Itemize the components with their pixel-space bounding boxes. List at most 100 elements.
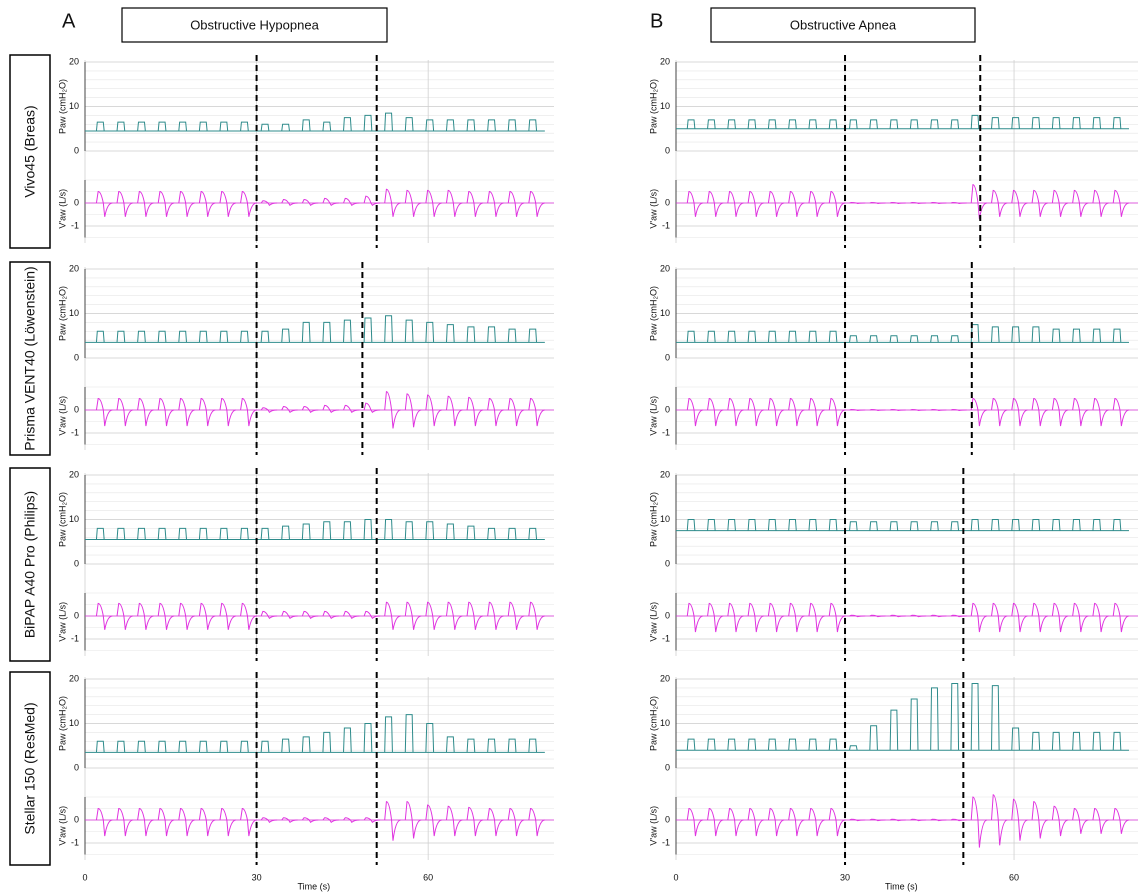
paw-breath	[260, 527, 270, 540]
paw-breath	[1072, 519, 1081, 531]
flow-breath	[849, 614, 866, 618]
paw-breath	[849, 335, 858, 343]
flow-breath	[363, 195, 381, 207]
flow-breath	[507, 807, 525, 837]
paw-breath	[1011, 727, 1020, 751]
paw-tick-label: 0	[74, 558, 79, 568]
paw-breath	[260, 330, 270, 343]
flow-tick-label: 0	[74, 610, 79, 620]
flow-breath	[727, 602, 744, 633]
paw-breath	[808, 519, 818, 531]
paw-breath	[747, 119, 757, 129]
flow-breath	[950, 614, 967, 618]
flow-breath	[1031, 801, 1048, 839]
x-axis-label: Time (s)	[885, 881, 918, 891]
paw-breath	[95, 121, 105, 132]
paw-breath	[727, 738, 736, 751]
x-tick-label: 0	[673, 872, 678, 882]
flow-tick-label: -1	[662, 633, 670, 643]
flow-breath	[930, 614, 947, 618]
paw-breath	[727, 519, 736, 531]
flow-breath	[157, 602, 175, 630]
flow-breath	[930, 409, 947, 411]
flow-breath	[747, 190, 764, 217]
paw-tick-label: 10	[69, 101, 79, 111]
paw-breath	[445, 736, 455, 753]
flow-breath	[260, 817, 278, 824]
x-tick-label: 60	[1009, 872, 1019, 882]
flow-breath	[343, 610, 360, 620]
flow-breath	[869, 409, 886, 411]
paw-breath	[425, 723, 435, 753]
paw-tick-label: 0	[74, 145, 79, 155]
flow-breath	[219, 190, 237, 217]
flow-axis-label: V'aw (L/s)	[57, 602, 67, 642]
flow-breath	[869, 202, 886, 204]
paw-breath	[425, 521, 435, 540]
paw-breath	[1112, 328, 1122, 343]
paw-breath	[991, 685, 1000, 751]
flow-breath	[869, 818, 886, 822]
paw-breath	[343, 521, 352, 540]
paw-breath	[240, 330, 249, 343]
flow-breath	[301, 406, 319, 414]
paw-breath	[1072, 731, 1081, 751]
paw-breath	[507, 328, 517, 343]
paw-breath	[445, 119, 455, 132]
paw-breath	[828, 119, 838, 129]
flow-breath	[727, 807, 744, 837]
paw-breath	[301, 119, 311, 132]
flow-breath	[707, 602, 724, 633]
flow-breath	[910, 202, 927, 204]
paw-breath	[747, 738, 757, 751]
flow-breath	[116, 602, 134, 630]
paw-breath	[686, 330, 696, 343]
paw-axis-label: Paw (cmH₂O)	[57, 492, 67, 547]
flow-breath	[767, 397, 785, 427]
paw-breath	[528, 328, 538, 343]
paw-breath	[343, 727, 352, 753]
flow-breath	[260, 407, 278, 414]
flow-breath	[930, 202, 947, 204]
flow-breath	[828, 397, 846, 427]
paw-breath	[178, 740, 188, 753]
flow-breath	[1031, 602, 1048, 633]
paw-breath	[178, 330, 188, 343]
flow-breath	[528, 601, 545, 630]
flow-breath	[404, 393, 422, 428]
paw-breath	[384, 716, 393, 753]
flow-tick-label: 0	[74, 404, 79, 414]
flow-breath	[281, 817, 298, 824]
x-axis-label: Time (s)	[297, 881, 330, 891]
paw-breath	[343, 117, 352, 132]
paw-breath	[788, 119, 797, 129]
paw-breath	[198, 330, 208, 343]
flow-breath	[686, 602, 704, 633]
paw-axis-label: Paw (cmH₂O)	[648, 79, 658, 134]
paw-breath	[767, 519, 777, 531]
paw-breath	[991, 519, 1000, 531]
paw-breath	[528, 527, 538, 540]
flow-breath	[889, 818, 906, 822]
flow-breath	[528, 190, 545, 217]
paw-breath	[404, 714, 414, 753]
flow-breath	[507, 190, 525, 217]
flow-breath	[157, 807, 175, 837]
panel-letter: A	[62, 10, 76, 32]
flow-breath	[95, 397, 113, 427]
paw-tick-label: 10	[660, 308, 670, 318]
paw-breath	[869, 119, 878, 129]
flow-breath	[322, 404, 339, 414]
paw-tick-label: 10	[69, 514, 79, 524]
flow-breath	[1051, 602, 1069, 633]
flow-tick-label: -1	[71, 427, 79, 437]
flow-breath	[466, 806, 484, 837]
flow-breath	[727, 397, 744, 427]
flow-tick-label: -1	[662, 220, 670, 230]
column-title: Obstructive Apnea	[790, 17, 897, 32]
paw-breath	[686, 519, 696, 531]
paw-breath	[404, 521, 414, 540]
paw-breath	[137, 330, 146, 343]
paw-tick-label: 0	[74, 762, 79, 772]
paw-tick-label: 20	[69, 673, 79, 683]
